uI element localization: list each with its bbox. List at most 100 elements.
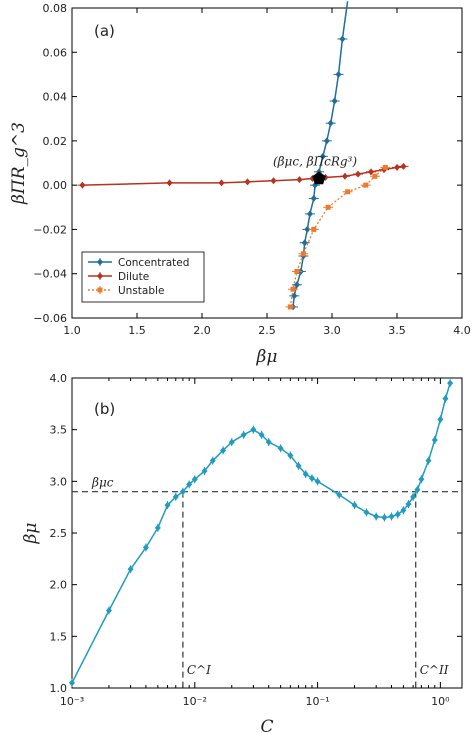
x-tick-label: 4.0 [453, 324, 471, 337]
data-point [373, 512, 380, 520]
panel-a-series [77, 1, 409, 311]
data-point [394, 510, 401, 518]
x-tick-label: 1.0 [63, 324, 81, 337]
data-point-dilute [342, 172, 348, 180]
mu-c-label: βμc [91, 476, 114, 490]
data-point [250, 426, 257, 434]
data-point-unstable [382, 164, 388, 170]
y-tick-label: 2.5 [50, 527, 68, 540]
data-point [220, 446, 227, 454]
x-tick-label: 10⁻³ [60, 695, 84, 708]
data-point [265, 438, 272, 446]
panel-b-plot-frame [71, 377, 463, 689]
panel-b-y-axis-label: βμ [21, 523, 41, 545]
data-point [336, 491, 343, 499]
data-point-dilute [79, 181, 86, 189]
data-point [186, 480, 193, 488]
data-point-unstable [372, 173, 378, 179]
data-point-unstable [290, 286, 296, 292]
data-point-unstable [345, 189, 351, 195]
legend-label-unstable: Unstable [118, 285, 164, 297]
data-point [287, 452, 294, 459]
y-tick-label: 0.08 [43, 2, 68, 15]
data-point [425, 457, 432, 465]
y-tick-label: 3.0 [50, 475, 68, 488]
data-point-dilute [368, 168, 374, 176]
data-point [314, 477, 321, 485]
y-tick-label: 1.5 [50, 630, 68, 643]
data-point-concentrated [306, 210, 313, 218]
panel-b-label: (b) [94, 400, 115, 418]
data-point-unstable [325, 204, 331, 210]
data-point [277, 444, 284, 452]
data-point [447, 379, 454, 387]
data-point-concentrated [323, 137, 330, 145]
legend-marker [97, 272, 103, 280]
x-tick-label: 2.5 [258, 324, 276, 337]
critical-point-label: (βμc, βΠcRg³) [273, 155, 357, 169]
legend-label-concentrated: Concentrated [118, 257, 189, 269]
data-point [431, 436, 438, 444]
legend-marker [97, 287, 103, 293]
data-point [172, 493, 179, 501]
panel-a-x-axis-label: βμ [256, 347, 278, 367]
panel-a-y-axis-label: βΠR_g^3 [9, 122, 29, 205]
data-point [142, 543, 149, 551]
data-point-unstable [300, 251, 306, 257]
data-point [179, 488, 186, 496]
y-tick-label: −0.06 [33, 312, 67, 325]
panel-b-series [69, 379, 462, 688]
data-point [363, 508, 370, 516]
y-tick-label: 2.0 [50, 579, 68, 592]
data-point [154, 524, 161, 532]
data-point-unstable [287, 304, 293, 310]
data-point [105, 607, 112, 614]
data-point [164, 501, 171, 509]
panel-a-legend: Concentrated Dilute Unstable [81, 251, 205, 303]
y-tick-label: 0.00 [43, 179, 68, 192]
data-point-dilute [355, 170, 361, 178]
data-point [437, 415, 444, 423]
panel-b-ticks: 10⁻³ 10⁻² 10⁻¹ 10⁰ 1.0 1.5 2.0 2.5 3.0 3.5 4.0 [50, 372, 462, 708]
data-point-unstable [363, 182, 369, 188]
series-line-unstable [289, 166, 386, 308]
data-point [400, 506, 407, 514]
data-point [240, 431, 247, 439]
data-point [127, 565, 134, 573]
y-tick-label: 0.06 [43, 46, 68, 59]
x-tick-label: 2.0 [193, 324, 211, 337]
data-point [351, 501, 358, 509]
x-tick-label: 10⁰ [431, 695, 450, 708]
data-point-dilute [270, 177, 277, 185]
panel-b: 10⁻³ 10⁻² 10⁻¹ 10⁰ 1.0 1.5 2.0 2.5 3.0 3.5 4.0 (b)… [21, 372, 463, 733]
data-point-dilute [244, 178, 251, 186]
data-point [228, 438, 235, 446]
x-tick-label: 3.5 [388, 324, 406, 337]
data-point [302, 470, 309, 478]
y-tick-label: 0.04 [43, 91, 68, 104]
mu-vs-c-line [71, 382, 451, 684]
data-point-concentrated [301, 239, 308, 247]
data-point [405, 500, 412, 508]
data-point-dilute [400, 162, 407, 170]
x-tick-label: 10⁻² [183, 695, 207, 708]
data-point [295, 462, 302, 470]
data-point [418, 475, 425, 483]
data-point-dilute [394, 163, 400, 171]
data-point [388, 512, 395, 520]
data-point-concentrated [319, 152, 326, 160]
legend-label-dilute: Dilute [118, 271, 149, 283]
legend-marker [97, 258, 103, 266]
c1-label: C^I [187, 663, 211, 677]
data-point-concentrated [339, 35, 346, 43]
x-tick-label: 1.5 [128, 324, 146, 337]
critical-point-marker [312, 171, 326, 185]
data-point-unstable [294, 269, 300, 274]
data-point-concentrated [327, 119, 334, 127]
data-point [191, 475, 198, 483]
data-point-concentrated [335, 70, 342, 78]
data-point [69, 679, 75, 687]
data-point [201, 467, 208, 475]
data-point-dilute [166, 179, 173, 187]
